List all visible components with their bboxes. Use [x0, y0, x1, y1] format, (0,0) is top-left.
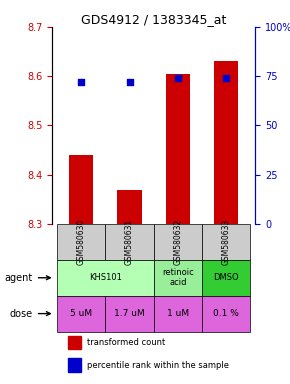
Title: GDS4912 / 1383345_at: GDS4912 / 1383345_at	[81, 13, 226, 26]
Point	[79, 79, 84, 85]
Bar	[214, 61, 238, 224]
Text: 0.1 %: 0.1 %	[213, 309, 239, 318]
Bar	[117, 190, 142, 224]
Text: DMSO: DMSO	[213, 273, 239, 282]
Text: 1 uM: 1 uM	[167, 309, 189, 318]
FancyBboxPatch shape	[154, 224, 202, 260]
Text: transformed count: transformed count	[87, 338, 165, 347]
FancyBboxPatch shape	[57, 296, 105, 331]
FancyBboxPatch shape	[57, 260, 154, 296]
Text: 5 uM: 5 uM	[70, 309, 92, 318]
Bar	[68, 358, 81, 372]
Text: 1.7 uM: 1.7 uM	[114, 309, 145, 318]
FancyBboxPatch shape	[105, 296, 154, 331]
Text: KHS101: KHS101	[89, 273, 122, 282]
Text: GSM580631: GSM580631	[125, 219, 134, 265]
FancyBboxPatch shape	[202, 296, 250, 331]
Text: retinoic
acid: retinoic acid	[162, 268, 194, 288]
FancyBboxPatch shape	[105, 224, 154, 260]
Point	[175, 75, 180, 81]
Text: dose: dose	[10, 309, 50, 319]
FancyBboxPatch shape	[202, 224, 250, 260]
Point	[127, 79, 132, 85]
Bar	[68, 336, 81, 349]
Text: GSM580630: GSM580630	[77, 219, 86, 265]
Text: agent: agent	[5, 273, 50, 283]
FancyBboxPatch shape	[154, 296, 202, 331]
FancyBboxPatch shape	[202, 260, 250, 296]
Text: GSM580633: GSM580633	[222, 219, 231, 265]
Text: GSM580632: GSM580632	[173, 219, 182, 265]
Bar	[166, 74, 190, 224]
FancyBboxPatch shape	[57, 224, 105, 260]
Point	[224, 75, 229, 81]
Bar	[69, 155, 93, 224]
FancyBboxPatch shape	[154, 260, 202, 296]
Text: percentile rank within the sample: percentile rank within the sample	[87, 361, 229, 370]
